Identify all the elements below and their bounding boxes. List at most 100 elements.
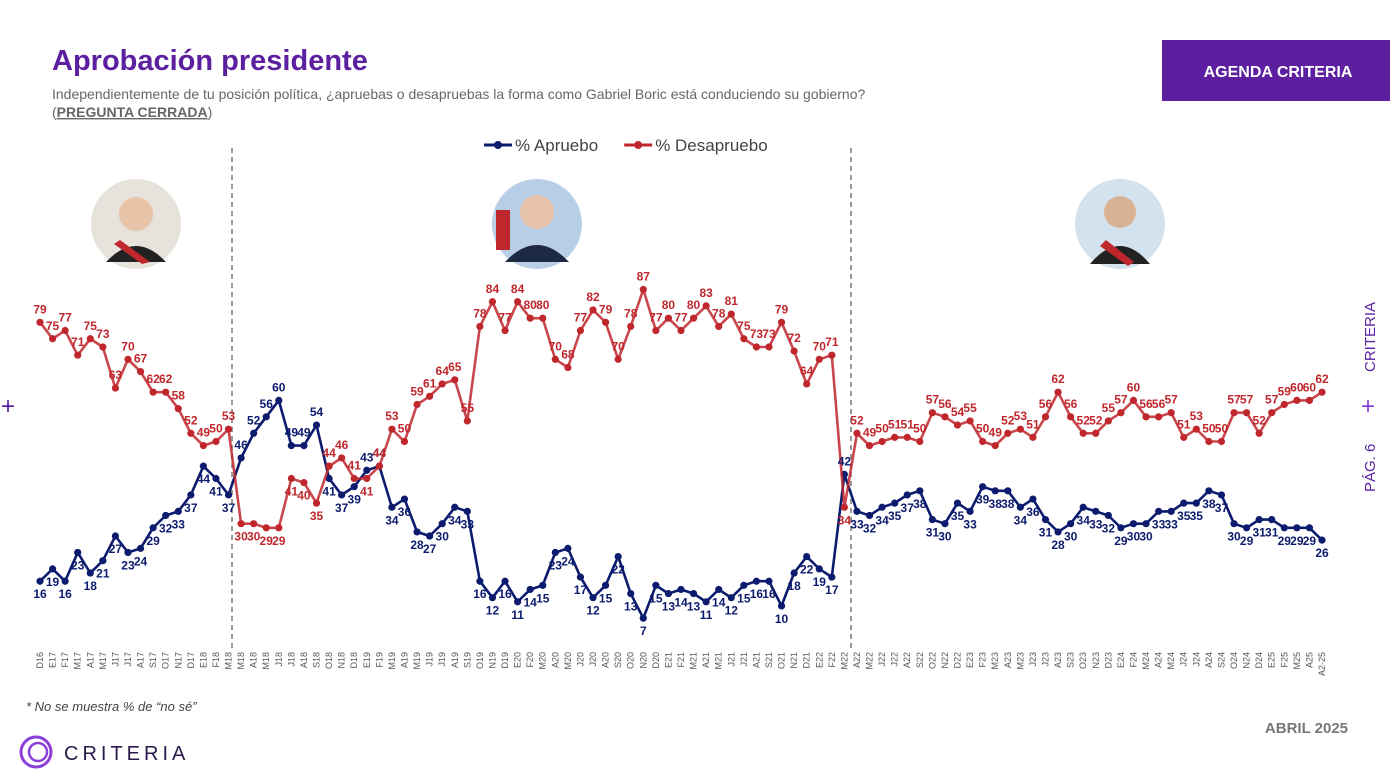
data-label: 32 bbox=[1102, 521, 1116, 535]
data-label: 70 bbox=[549, 339, 563, 353]
data-label: 78 bbox=[712, 306, 726, 320]
data-point bbox=[1167, 409, 1175, 417]
x-tick-label: A20 bbox=[601, 652, 611, 668]
data-point bbox=[1016, 425, 1024, 433]
data-label: 33 bbox=[963, 517, 977, 531]
data-point bbox=[476, 322, 484, 331]
data-label: 34 bbox=[1077, 513, 1091, 527]
data-label: 12 bbox=[586, 604, 600, 618]
x-tick-label: O19 bbox=[475, 652, 485, 669]
data-label: 70 bbox=[611, 339, 625, 353]
x-tick-label: A23 bbox=[1003, 652, 1013, 668]
data-point bbox=[1029, 495, 1037, 503]
x-tick-label: M17 bbox=[98, 652, 108, 670]
data-point bbox=[1180, 433, 1188, 441]
data-label: 77 bbox=[574, 311, 588, 325]
question-type: (PREGUNTA CERRADA) bbox=[52, 104, 212, 120]
data-label: 56 bbox=[938, 397, 952, 411]
data-point bbox=[1092, 429, 1100, 437]
data-label: 18 bbox=[84, 579, 98, 593]
data-label: 59 bbox=[410, 385, 424, 399]
x-tick-label: S19 bbox=[462, 652, 472, 668]
x-tick-label: S17 bbox=[148, 652, 158, 668]
data-label: 31 bbox=[1039, 526, 1053, 540]
data-point bbox=[828, 351, 836, 359]
data-label: 63 bbox=[109, 368, 123, 382]
data-label: 57 bbox=[1265, 393, 1279, 407]
data-label: 29 bbox=[260, 534, 274, 548]
data-point bbox=[928, 515, 936, 524]
data-label: 38 bbox=[913, 497, 927, 511]
data-label: 53 bbox=[1014, 409, 1028, 423]
data-point bbox=[262, 524, 270, 532]
x-tick-label: O17 bbox=[161, 652, 171, 669]
data-point bbox=[338, 454, 346, 462]
data-label: 52 bbox=[247, 413, 261, 427]
x-tick-label: N23 bbox=[1091, 652, 1101, 669]
data-label: 60 bbox=[1303, 380, 1317, 394]
x-tick-label: S20 bbox=[613, 652, 623, 668]
data-label: 41 bbox=[209, 484, 223, 498]
data-point bbox=[501, 326, 509, 335]
data-point bbox=[916, 437, 924, 446]
data-point bbox=[664, 589, 673, 598]
data-label: 27 bbox=[109, 542, 123, 556]
data-point bbox=[1067, 520, 1075, 528]
data-label: 13 bbox=[687, 600, 701, 614]
date: ABRIL 2025 bbox=[1265, 720, 1348, 737]
data-point bbox=[601, 581, 610, 589]
data-point bbox=[551, 548, 559, 557]
x-tick-label: E24 bbox=[1116, 652, 1126, 668]
data-point bbox=[979, 437, 987, 446]
data-point bbox=[1293, 524, 1301, 532]
x-tick-label: M23 bbox=[1015, 652, 1025, 670]
data-point bbox=[853, 429, 861, 437]
data-label: 81 bbox=[725, 294, 739, 308]
data-label: 15 bbox=[649, 591, 663, 605]
brand: CRITERIA bbox=[64, 743, 189, 765]
data-label: 34 bbox=[385, 513, 399, 527]
data-label: 36 bbox=[398, 505, 412, 519]
data-label: 50 bbox=[1202, 422, 1216, 436]
data-point bbox=[136, 368, 145, 376]
data-label: 59 bbox=[1278, 385, 1292, 399]
x-tick-label: N17 bbox=[173, 652, 183, 669]
data-label: 31 bbox=[1265, 526, 1279, 540]
x-tick-label: E21 bbox=[663, 652, 673, 668]
x-tick-label: F21 bbox=[676, 652, 686, 668]
data-label: 11 bbox=[700, 608, 713, 622]
data-point bbox=[488, 594, 497, 602]
data-point bbox=[275, 396, 283, 404]
data-point bbox=[765, 577, 773, 585]
data-label: 49 bbox=[285, 426, 299, 440]
data-point bbox=[300, 479, 308, 487]
data-point bbox=[400, 437, 409, 446]
data-point bbox=[325, 462, 333, 470]
data-label: 87 bbox=[637, 269, 651, 283]
data-label: 28 bbox=[1051, 538, 1065, 552]
x-tick-label: E19 bbox=[362, 652, 372, 668]
x-tick-label: N20 bbox=[638, 652, 648, 669]
agenda-button[interactable] bbox=[1162, 40, 1390, 101]
data-label: 52 bbox=[184, 413, 198, 427]
data-point bbox=[589, 594, 597, 602]
data-point bbox=[639, 285, 647, 294]
data-point bbox=[1192, 499, 1200, 507]
data-label: 77 bbox=[674, 311, 688, 325]
x-tick-label: A24 bbox=[1154, 652, 1164, 668]
data-point bbox=[250, 429, 258, 437]
x-tick-label: A18 bbox=[249, 652, 259, 668]
data-label: 17 bbox=[574, 583, 588, 597]
agenda-button-label[interactable]: AGENDA CRITERIA bbox=[1204, 64, 1353, 81]
data-label: 33 bbox=[1152, 517, 1166, 531]
data-label: 44 bbox=[322, 446, 336, 460]
data-point bbox=[941, 413, 949, 421]
data-point bbox=[526, 314, 534, 322]
data-point bbox=[350, 474, 358, 483]
data-point bbox=[777, 318, 786, 326]
data-point bbox=[677, 326, 685, 335]
data-label: 19 bbox=[813, 575, 827, 589]
data-point bbox=[1230, 520, 1238, 528]
x-tick-label: S22 bbox=[915, 652, 925, 668]
data-label: 30 bbox=[436, 530, 450, 544]
